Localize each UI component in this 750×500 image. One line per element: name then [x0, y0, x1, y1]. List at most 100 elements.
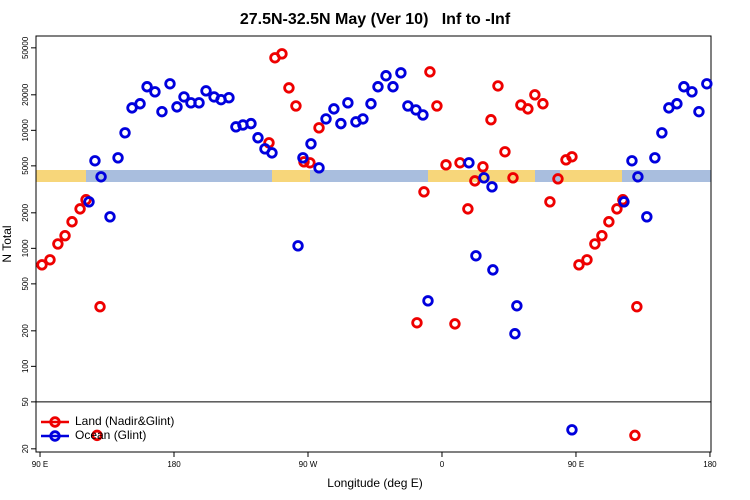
- point: [245, 117, 257, 130]
- y-tick-label: 100: [21, 359, 30, 373]
- y-tick-label: 200: [21, 324, 30, 338]
- point: [223, 92, 235, 104]
- point: [678, 81, 690, 93]
- point: [511, 300, 523, 312]
- point: [629, 429, 641, 442]
- ocean-strip: [86, 170, 272, 182]
- y-tick-label: 5000: [21, 156, 30, 174]
- point: [357, 113, 369, 125]
- point: [649, 152, 661, 164]
- point: [449, 318, 461, 330]
- y-tick-label: 500: [21, 277, 30, 291]
- point: [410, 104, 422, 116]
- chart-title: 27.5N-32.5N May (Ver 10) Inf to -Inf: [240, 11, 511, 28]
- point: [66, 216, 78, 228]
- point: [342, 97, 354, 109]
- point: [104, 211, 116, 223]
- y-tick-label: 10000: [21, 119, 30, 142]
- point: [335, 117, 347, 130]
- point: [566, 151, 578, 163]
- point: [372, 81, 384, 93]
- point: [297, 152, 309, 164]
- point: [596, 229, 608, 242]
- point: [52, 238, 64, 250]
- point: [486, 181, 498, 193]
- point: [411, 317, 423, 329]
- y-axis-title: N Total: [0, 225, 14, 262]
- legend-label: Ocean (Glint): [75, 428, 146, 442]
- point: [313, 162, 325, 174]
- point: [537, 98, 549, 110]
- point: [74, 203, 86, 215]
- point: [156, 105, 168, 118]
- point: [492, 80, 504, 92]
- point: [552, 173, 564, 185]
- land-strip: [272, 170, 310, 182]
- legend: Land (Nadir&Glint)Ocean (Glint): [41, 414, 174, 442]
- point: [89, 155, 101, 167]
- plot-frame: [35, 35, 712, 453]
- point: [499, 146, 511, 158]
- point: [266, 147, 278, 159]
- point: [529, 89, 541, 101]
- point: [424, 66, 436, 78]
- point: [477, 161, 489, 173]
- x-tick-label: 90 E: [568, 460, 584, 469]
- series: [83, 67, 713, 436]
- point: [632, 171, 644, 183]
- point: [95, 171, 107, 183]
- point: [631, 301, 643, 313]
- point: [276, 48, 288, 60]
- point: [431, 100, 443, 112]
- point: [36, 259, 48, 271]
- point: [164, 78, 176, 90]
- point: [611, 203, 623, 215]
- land-strip: [36, 170, 86, 182]
- point: [589, 238, 601, 250]
- y-tick-label: 50000: [21, 36, 30, 59]
- legend-marker: [49, 430, 61, 442]
- point: [365, 98, 377, 110]
- y-tick-label: 50: [21, 397, 30, 406]
- point: [522, 103, 534, 115]
- point: [94, 301, 106, 313]
- land-strip: [560, 170, 622, 182]
- x-tick-label: 180: [703, 460, 717, 469]
- point: [252, 132, 264, 144]
- point: [626, 155, 638, 167]
- point: [134, 98, 146, 110]
- point: [119, 127, 131, 139]
- point: [112, 152, 124, 164]
- point: [283, 82, 295, 94]
- point: [59, 229, 71, 242]
- point: [507, 172, 519, 184]
- point: [581, 254, 593, 266]
- point: [487, 264, 499, 276]
- point: [320, 113, 332, 125]
- point: [292, 240, 304, 252]
- ocean-strip: [310, 170, 428, 182]
- point: [149, 86, 161, 98]
- point: [418, 186, 430, 198]
- point: [178, 91, 190, 103]
- point: [417, 109, 429, 121]
- point: [485, 114, 497, 126]
- y-tick-label: 1000: [21, 239, 30, 257]
- point: [454, 157, 466, 169]
- point: [701, 78, 713, 90]
- y-tick-label: 20: [21, 444, 30, 453]
- point: [193, 97, 205, 109]
- point: [91, 429, 103, 442]
- point: [83, 196, 95, 208]
- ocean-strip: [622, 170, 711, 182]
- point: [573, 259, 585, 271]
- legend-marker: [49, 416, 61, 428]
- x-tick-label: 0: [440, 460, 445, 469]
- point: [290, 100, 302, 112]
- x-tick-label: 180: [167, 460, 181, 469]
- point: [463, 157, 475, 169]
- point: [693, 105, 705, 118]
- point: [305, 138, 317, 150]
- point: [566, 424, 578, 436]
